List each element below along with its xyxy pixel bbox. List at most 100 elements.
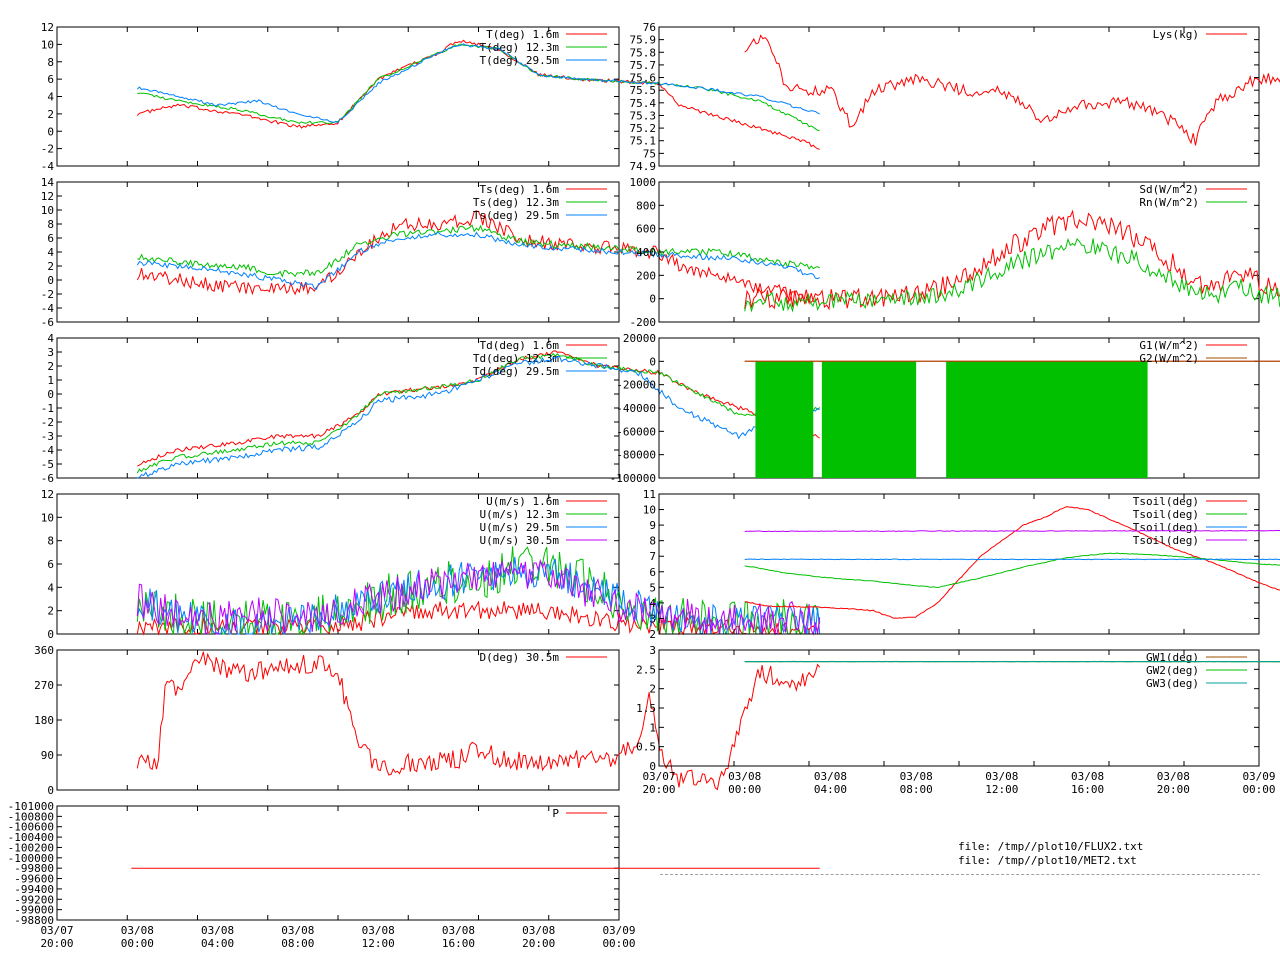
y-tick-label: 2.5: [636, 663, 656, 676]
x-tick-date: 03/08: [362, 924, 395, 937]
g-band: [946, 361, 1147, 478]
x-tick-date: 03/07: [40, 924, 73, 937]
y-tick-label: 75.9: [630, 34, 657, 47]
y-tick-label: -80000: [616, 449, 656, 462]
y-tick-label: 8: [47, 218, 54, 231]
y-tick-label: 2: [47, 605, 54, 618]
y-tick-label: 6: [47, 558, 54, 571]
legend-label: U(m/s) 29.5m: [480, 521, 560, 534]
legend-label: Tsoil(deg): [1133, 534, 1199, 547]
y-tick-label: -5: [41, 458, 54, 471]
x-tick-date: 03/08: [1071, 770, 1104, 783]
y-tick-label: -6: [41, 316, 54, 329]
series-line-Ts-1: [137, 225, 819, 276]
legend-label: Ts(deg) 29.5m: [473, 209, 559, 222]
y-tick-label: 2: [649, 628, 656, 641]
legend-label: Rn(W/m^2): [1139, 196, 1199, 209]
legend-label: Sd(W/m^2): [1139, 183, 1199, 196]
legend-label: T(deg) 29.5m: [480, 54, 560, 67]
x-tick-date: 03/09: [1242, 770, 1275, 783]
y-tick-label: 200: [636, 269, 656, 282]
legend-label: Td(deg) 12.3m: [473, 352, 559, 365]
x-tick-date: 03/07: [642, 770, 675, 783]
y-tick-label: 12: [41, 190, 54, 203]
y-tick-label: 75.7: [630, 59, 657, 72]
legend-label: Tsoil(deg): [1133, 495, 1199, 508]
y-tick-label: -4: [41, 160, 55, 173]
legend-label: U(m/s) 1.6m: [486, 495, 559, 508]
g-band: [822, 361, 916, 478]
legend-label: Td(deg) 1.6m: [480, 339, 560, 352]
y-tick-label: 75.3: [630, 109, 657, 122]
y-tick-label: 74.9: [630, 160, 657, 173]
legend-label: Tsoil(deg): [1133, 521, 1199, 534]
series-line-Tsoil-3: [745, 530, 1280, 531]
x-tick-date: 03/08: [201, 924, 234, 937]
y-tick-label: 75.1: [630, 135, 657, 148]
y-tick-label: 14: [41, 176, 55, 189]
x-tick-time: 08:00: [281, 937, 314, 950]
y-tick-label: 5: [649, 581, 656, 594]
y-tick-label: 0: [47, 388, 54, 401]
y-tick-label: 4: [47, 246, 54, 259]
y-tick-label: 1000: [630, 176, 657, 189]
y-tick-label: 400: [636, 246, 656, 259]
series-line-Ts-2: [137, 232, 819, 289]
y-tick-label: -6: [41, 472, 54, 485]
y-tick-label: 9: [649, 519, 656, 532]
y-tick-label: 1.5: [636, 702, 656, 715]
y-tick-label: 4: [47, 581, 54, 594]
series-line-Lys-0: [745, 35, 1280, 145]
y-tick-label: 360: [34, 644, 54, 657]
series-line-T-0: [137, 40, 819, 149]
y-tick-label: 270: [34, 679, 54, 692]
series-line-Tsoil-2: [745, 559, 1280, 560]
x-tick-date: 03/08: [814, 770, 847, 783]
x-tick-time: 20:00: [1157, 783, 1190, 796]
y-tick-label: 75.6: [630, 72, 657, 85]
y-tick-label: -2: [41, 288, 54, 301]
series-line-D-0: [137, 652, 819, 790]
y-tick-label: 0.5: [636, 741, 656, 754]
series-line-Rad-1: [745, 239, 1280, 312]
file-label-met: file: /tmp//plot10/MET2.txt: [958, 854, 1143, 868]
legend-label: D(deg) 30.5m: [480, 651, 560, 664]
y-tick-label: -4: [41, 444, 55, 457]
x-tick-time: 08:00: [900, 783, 933, 796]
panel-frame-D: [57, 650, 619, 790]
y-tick-label: 75.5: [630, 84, 657, 97]
y-tick-label: 10: [41, 38, 54, 51]
panel-frame-P: [57, 806, 619, 920]
y-tick-label: 1: [649, 721, 656, 734]
x-tick-date: 03/08: [985, 770, 1018, 783]
x-tick-time: 12:00: [362, 937, 395, 950]
y-tick-label: 600: [636, 223, 656, 236]
legend-label: Ts(deg) 1.6m: [480, 183, 560, 196]
y-tick-label: 180: [34, 714, 54, 727]
x-tick-date: 03/08: [121, 924, 154, 937]
x-tick-time: 04:00: [201, 937, 234, 950]
x-tick-time: 20:00: [40, 937, 73, 950]
y-tick-label: 0: [47, 628, 54, 641]
y-tick-label: -3: [41, 430, 54, 443]
y-tick-label: 6: [47, 73, 54, 86]
y-tick-label: -1: [41, 402, 54, 415]
x-tick-time: 12:00: [985, 783, 1018, 796]
file-info: file: /tmp//plot10/FLUX2.txt file: /tmp/…: [958, 840, 1143, 868]
separator-line: [660, 874, 1260, 875]
y-tick-label: 2: [649, 683, 656, 696]
x-tick-date: 03/08: [728, 770, 761, 783]
x-tick-date: 03/08: [281, 924, 314, 937]
y-tick-label: 4: [47, 332, 54, 345]
y-tick-label: 2: [47, 260, 54, 273]
series-line-Rad-0: [745, 211, 1280, 309]
y-tick-label: 6: [47, 232, 54, 245]
g-band: [755, 361, 813, 478]
y-tick-label: 0: [649, 355, 656, 368]
x-tick-date: 03/09: [602, 924, 635, 937]
legend-label: Ts(deg) 12.3m: [473, 196, 559, 209]
series-line-Tsoil-0: [745, 507, 1280, 619]
y-tick-label: 90: [41, 749, 54, 762]
legend-label: P: [552, 807, 559, 820]
